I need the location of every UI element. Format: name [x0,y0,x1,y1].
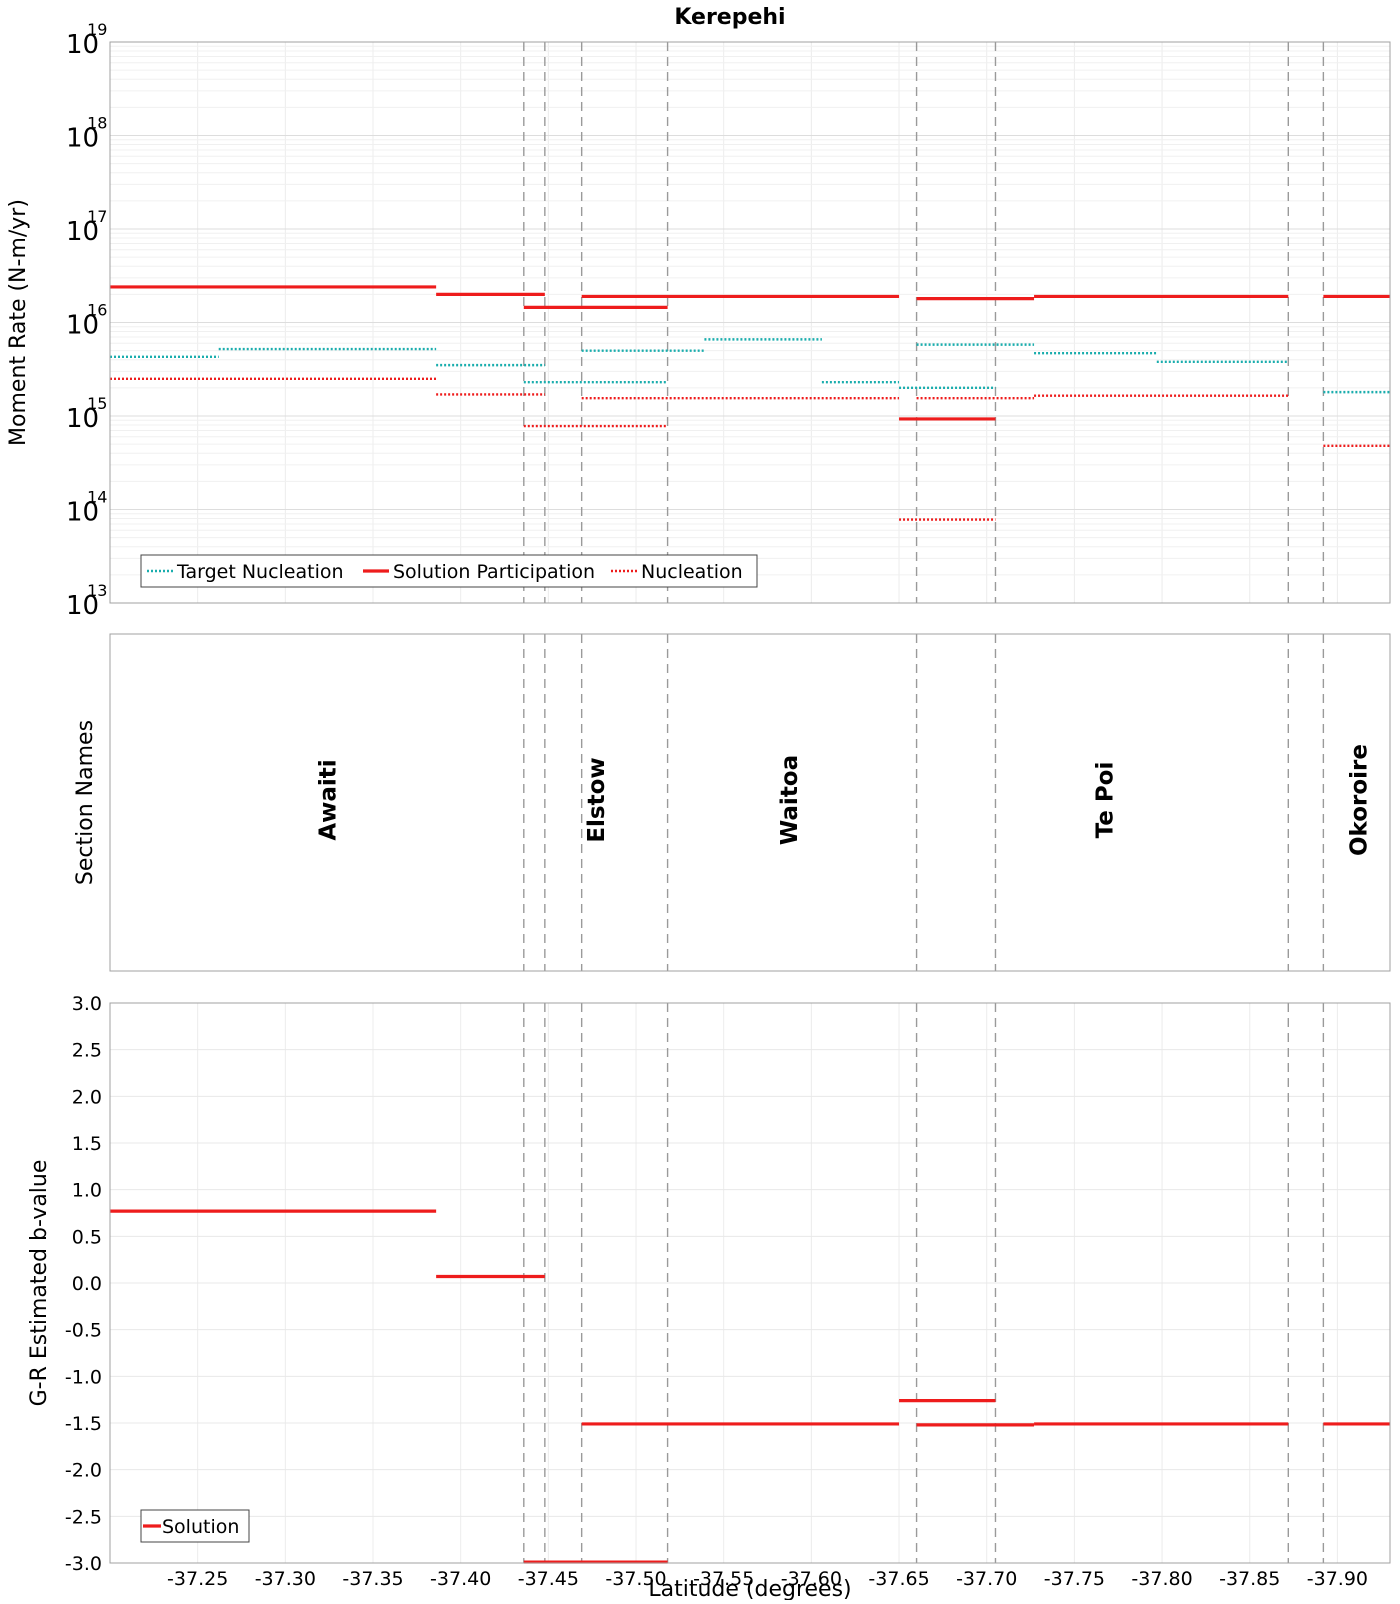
section-name-label: Te Poi [1092,762,1118,839]
x-tick-label: -37.25 [167,1568,228,1590]
x-tick-label: -37.30 [255,1568,316,1590]
b-value-y-tick-label: -1.5 [65,1413,102,1435]
b-value-y-tick-label: 0.5 [72,1226,102,1248]
b-value-y-tick-label: -0.5 [65,1320,102,1342]
section-name-label: Awaiti [316,759,342,840]
b-value-y-tick-label: -1.0 [65,1366,102,1388]
chart-title: Kerepehi [674,5,785,30]
moment-rate-y-tick-label: 1019 [66,20,107,60]
b-value-y-tick-label: -2.0 [65,1460,102,1482]
moment-rate-frame [109,41,1391,604]
moment-rate-y-tick-label: 1018 [66,114,107,154]
b-value-y-tick-label: 0.0 [72,1273,102,1295]
x-tick-label: -37.65 [868,1568,929,1590]
moment-rate-y-tick-label: 1016 [66,301,107,341]
x-tick-label: -37.70 [956,1568,1017,1590]
x-tick-label: -37.35 [342,1568,403,1590]
moment-rate-y-tick-label: 1014 [66,488,107,528]
b-value-y-tick-label: 1.0 [72,1180,102,1202]
x-tick-label: -37.60 [781,1568,842,1590]
b-value-y-tick-label: -2.5 [65,1506,102,1528]
section-names-frame [109,633,1391,972]
moment-rate-y-tick-label: 1017 [66,207,107,247]
x-tick-label: -37.80 [1131,1568,1192,1590]
moment-rate-legend-box [140,554,758,588]
section-name-label: Elstow [584,757,610,842]
section-name-label: Waitoa [777,755,803,845]
moment-rate-legend-label: Nucleation [641,561,743,583]
section-names-y-axis-label: Section Names [73,720,98,885]
x-tick-label: -37.50 [605,1568,666,1590]
x-tick-label: -37.90 [1307,1568,1368,1590]
x-tick-label: -37.75 [1044,1568,1105,1590]
section-names-plot-area [110,634,1390,971]
x-tick-label: -37.40 [430,1568,491,1590]
b-value-frame [109,1002,1391,1564]
b-value-legend-label: Solution [162,1516,239,1538]
b-value-legend-box [140,1509,250,1543]
x-axis-label: Latitude (degrees) [648,1577,851,1600]
moment-rate-legend-label: Target Nucleation [176,561,344,583]
b-value-y-tick-label: 3.0 [72,993,102,1015]
section-name-label: Okoroire [1347,744,1373,856]
b-value-y-tick-label: -3.0 [65,1553,102,1575]
moment-rate-y-tick-label: 1013 [66,581,107,621]
moment-rate-y-axis-label: Moment Rate (N-m/yr) [6,199,31,446]
x-tick-label: -37.45 [518,1568,579,1590]
x-tick-label: -37.55 [693,1568,754,1590]
b-value-y-tick-label: 2.0 [72,1086,102,1108]
b-value-y-tick-label: 1.5 [72,1133,102,1155]
b-value-y-tick-label: 2.5 [72,1040,102,1062]
moment-rate-y-tick-label: 1015 [66,394,107,434]
moment-rate-legend-label: Solution Participation [393,561,595,583]
b-value-y-axis-label: G-R Estimated b-value [27,1160,52,1407]
x-tick-label: -37.85 [1219,1568,1280,1590]
